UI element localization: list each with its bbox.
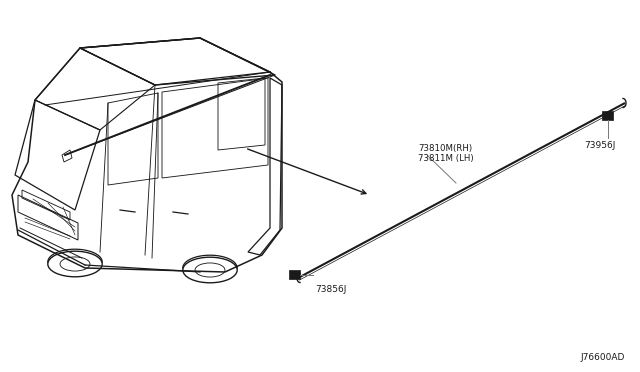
FancyBboxPatch shape [602, 111, 613, 120]
Text: 73810M(RH): 73810M(RH) [418, 144, 472, 153]
Text: 73956J: 73956J [584, 141, 616, 150]
Text: 73856J: 73856J [315, 285, 346, 295]
Text: J76600AD: J76600AD [580, 353, 625, 362]
FancyBboxPatch shape [289, 270, 300, 279]
Text: 73811M (LH): 73811M (LH) [418, 154, 474, 163]
